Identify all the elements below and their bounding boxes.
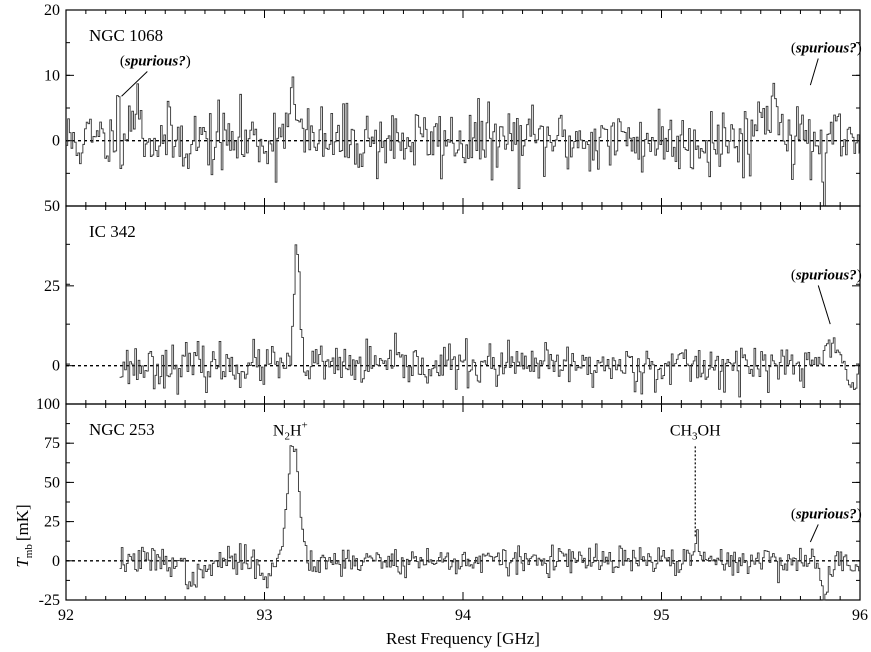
y-axis-unit: [mK] xyxy=(13,504,32,541)
panel-edge-label: 50 xyxy=(44,198,60,215)
x-axis-title: Rest Frequency [GHz] xyxy=(386,629,540,648)
x-tick-label: 92 xyxy=(58,607,74,624)
y-axis-title: Tmb [mK] xyxy=(13,504,35,567)
y-tick-label: 0 xyxy=(52,553,60,570)
y-tick-label: 10 xyxy=(44,67,60,84)
y-tick-label: 25 xyxy=(44,514,60,531)
spurious-annotation: (spurious?) xyxy=(791,40,862,56)
panel-name: NGC 253 xyxy=(89,420,155,439)
panel-ngc-1068: 0 10 20 50 NGC 1068 (spurious?) (spurious?) xyxy=(44,2,862,215)
panel-ic-342: 0 25 100 IC 342 (spurious?) xyxy=(36,205,862,413)
spectrum-line xyxy=(119,445,860,601)
y-axis-symbol: T xyxy=(13,557,32,568)
y-axis-subscript: mb xyxy=(23,544,35,559)
y-tick-label: 0 xyxy=(52,358,60,375)
spurious-pointer xyxy=(809,524,819,543)
y-tick-label: 25 xyxy=(44,278,60,295)
panel-ngc-253: -25 0 25 50 75 NGC 253 N2H+ CH3OH (spurious?) xyxy=(39,403,862,609)
panel-name: IC 342 xyxy=(89,222,136,241)
y-tick-label: 20 xyxy=(44,2,60,19)
spurious-pointer xyxy=(809,58,819,86)
x-tick-label: 96 xyxy=(852,607,868,624)
y-tick-label: 0 xyxy=(52,133,60,150)
spectral-line-label: N2H+ xyxy=(273,419,308,442)
x-tick-label: 94 xyxy=(455,607,471,624)
spectrum-line xyxy=(66,76,860,207)
spectral-line-label: CH3OH xyxy=(670,422,721,442)
x-tick-label: 93 xyxy=(257,607,273,624)
spurious-annotation: (spurious?) xyxy=(791,506,862,522)
spurious-pointer xyxy=(817,285,831,325)
x-tick-label: 95 xyxy=(654,607,670,624)
spectrum-line xyxy=(119,244,860,398)
y-tick-label: 75 xyxy=(44,435,60,452)
panel-name: NGC 1068 xyxy=(89,26,163,45)
spurious-pointer xyxy=(121,71,148,97)
panel-edge-label: 100 xyxy=(36,396,60,413)
spurious-annotation: (spurious?) xyxy=(791,267,862,283)
y-tick-label: 50 xyxy=(44,474,60,491)
y-tick-label: -25 xyxy=(39,592,60,609)
svg-text:Tmb[mK]: Tmb [mK] xyxy=(13,504,35,567)
panel-frame xyxy=(65,9,861,207)
x-axis: 92 93 94 95 96 xyxy=(58,607,868,624)
spurious-annotation: (spurious?) xyxy=(120,54,191,70)
panels-layer: 0 10 20 50 NGC 1068 (spurious?) (spurious?) 0 25… xyxy=(36,2,862,609)
